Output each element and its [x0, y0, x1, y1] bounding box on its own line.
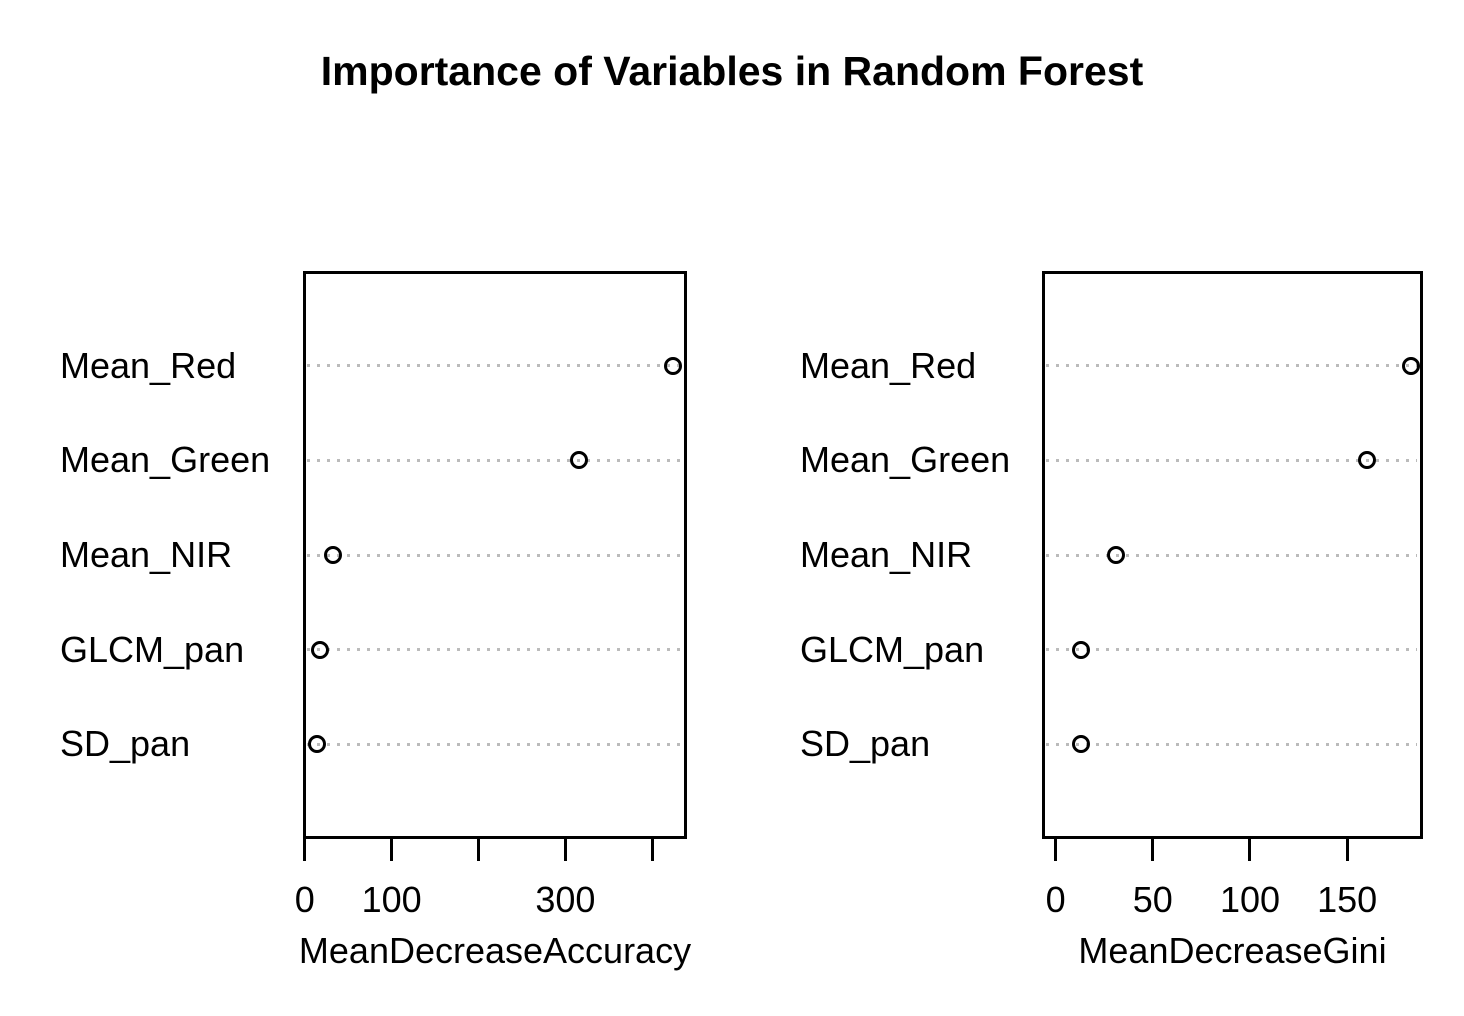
data-point	[1402, 356, 1421, 375]
category-label: SD_pan	[800, 723, 931, 765]
data-point	[323, 546, 342, 564]
x-tick-label: 100	[1219, 879, 1281, 920]
x-tick	[563, 839, 567, 861]
y-gridline	[1046, 458, 1417, 462]
x-tick	[1345, 839, 1349, 861]
data-point	[1071, 640, 1090, 659]
y-gridline	[1046, 648, 1417, 652]
x-tick	[390, 839, 394, 861]
x-tick	[1151, 839, 1155, 861]
data-point	[570, 451, 589, 470]
category-label: Mean_Red	[800, 344, 977, 386]
data-point	[311, 640, 330, 659]
x-tick	[476, 839, 480, 861]
y-gridline	[307, 458, 681, 462]
y-gridline	[1046, 742, 1417, 746]
y-gridline	[307, 553, 681, 557]
x-tick-label: 50	[1132, 879, 1173, 920]
category-label: GLCM_pan	[800, 628, 985, 670]
x-tick-label: 0	[294, 879, 315, 920]
y-gridline	[307, 742, 681, 746]
y-gridline	[307, 648, 681, 652]
category-label: SD_pan	[60, 723, 191, 765]
category-label: Mean_NIR	[800, 534, 973, 575]
x-tick-label: 100	[361, 879, 422, 920]
x-axis-label: MeanDecreaseGini	[1078, 930, 1387, 971]
category-label: GLCM_pan	[60, 628, 245, 670]
category-label: Mean_Green	[60, 439, 271, 481]
plot-box	[1042, 271, 1423, 839]
x-axis-label: MeanDecreaseAccuracy	[298, 930, 692, 971]
x-tick-label: 300	[535, 879, 596, 920]
plot-box	[303, 271, 687, 839]
data-point	[1106, 546, 1125, 564]
y-gridline	[307, 364, 681, 368]
x-tick	[650, 839, 654, 861]
y-gridline	[1046, 553, 1417, 557]
x-tick-label: 150	[1317, 879, 1378, 920]
x-tick	[1054, 839, 1058, 861]
category-label: Mean_NIR	[60, 534, 233, 575]
x-tick	[1248, 839, 1252, 861]
x-tick-label: 0	[1045, 879, 1066, 920]
data-point	[1071, 735, 1090, 754]
data-point	[1357, 451, 1376, 470]
category-label: Mean_Red	[60, 344, 237, 386]
data-point	[664, 356, 683, 375]
chart-title: Importance of Variables in Random Forest	[320, 48, 1144, 94]
category-label: Mean_Green	[800, 439, 1011, 481]
x-tick	[303, 839, 307, 861]
data-point	[307, 735, 326, 754]
y-gridline	[1046, 364, 1417, 368]
